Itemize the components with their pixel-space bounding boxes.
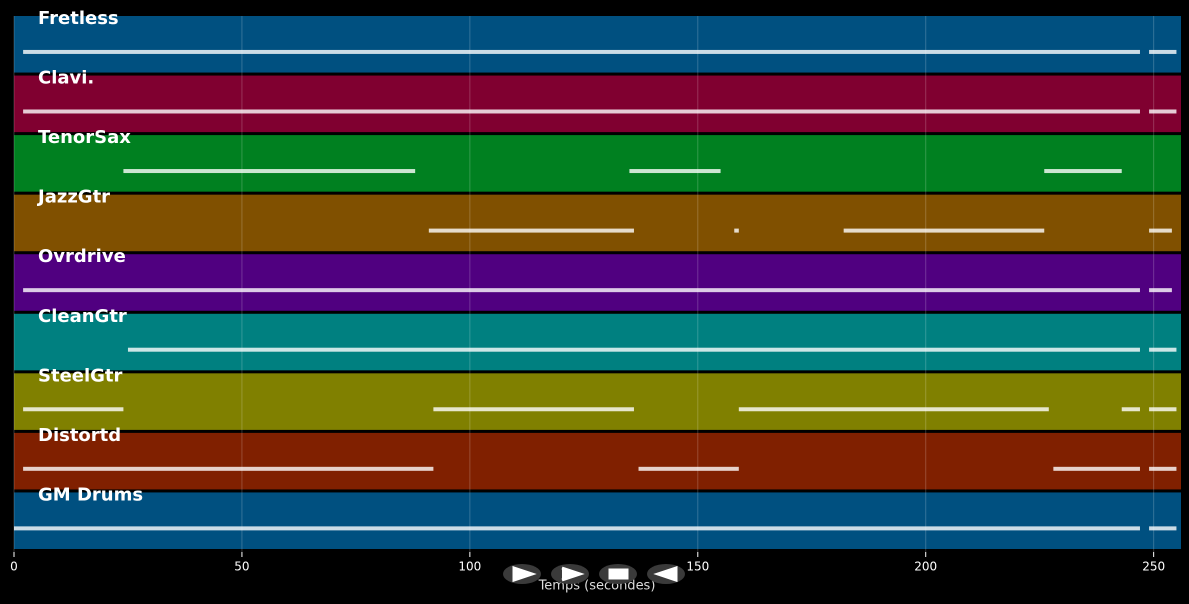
note-span [1149,288,1172,293]
note-span [1053,466,1140,471]
note-span [1149,109,1177,114]
x-tick-label: 100 [458,560,481,574]
note-span [123,169,416,174]
note-span [1121,407,1140,412]
note-span [738,407,1049,412]
track-background [14,75,1181,133]
track-label: Clavi. [38,68,94,89]
note-span [23,288,1140,293]
note-span [14,526,1140,531]
track-label: Fretless [38,8,119,29]
note-span [1149,407,1177,412]
note-span [23,49,1140,54]
play-icon [512,565,537,583]
track-label: TenorSax [38,127,131,148]
track-background [14,254,1181,311]
track-label: Ovrdrive [38,246,126,267]
forward-icon [561,566,585,582]
x-axis-label: Temps (secondes) [538,579,656,594]
note-span [1044,169,1122,174]
track-background [14,313,1181,371]
track-label: CleanGtr [38,306,127,327]
back-icon [653,565,678,583]
note-span [433,407,634,412]
note-span [1149,466,1177,471]
note-span [734,228,739,233]
note-span [23,407,124,412]
stop-icon [608,568,629,580]
x-tick-label: 200 [914,560,937,574]
track-label: GM Drums [38,484,143,505]
track-label: SteelGtr [38,365,123,386]
note-span [1149,526,1177,531]
track-background [14,16,1181,73]
note-span [23,466,434,471]
x-tick-label: 50 [234,560,249,574]
x-tick-label: 150 [686,560,709,574]
plot: Fretless Clavi. TenorSax JazzGtr Ovrdrive Cle… [10,8,1181,574]
note-span [1149,228,1172,233]
track-label: JazzGtr [36,187,110,208]
note-span [638,466,739,471]
track-background [14,432,1181,490]
track-background [14,373,1181,430]
note-span [843,228,1045,233]
x-tick-label: 0 [10,560,18,574]
x-tick-label: 250 [1142,560,1165,574]
track-background [14,135,1181,192]
track-background [14,194,1181,252]
note-span [1149,347,1177,352]
track-background [14,492,1181,549]
note-span [629,169,721,174]
track-label: Distortd [38,425,121,446]
note-span [23,109,1140,114]
note-span [1149,49,1177,54]
note-span [428,228,634,233]
note-span [127,347,1140,352]
playback-controls [503,564,685,584]
